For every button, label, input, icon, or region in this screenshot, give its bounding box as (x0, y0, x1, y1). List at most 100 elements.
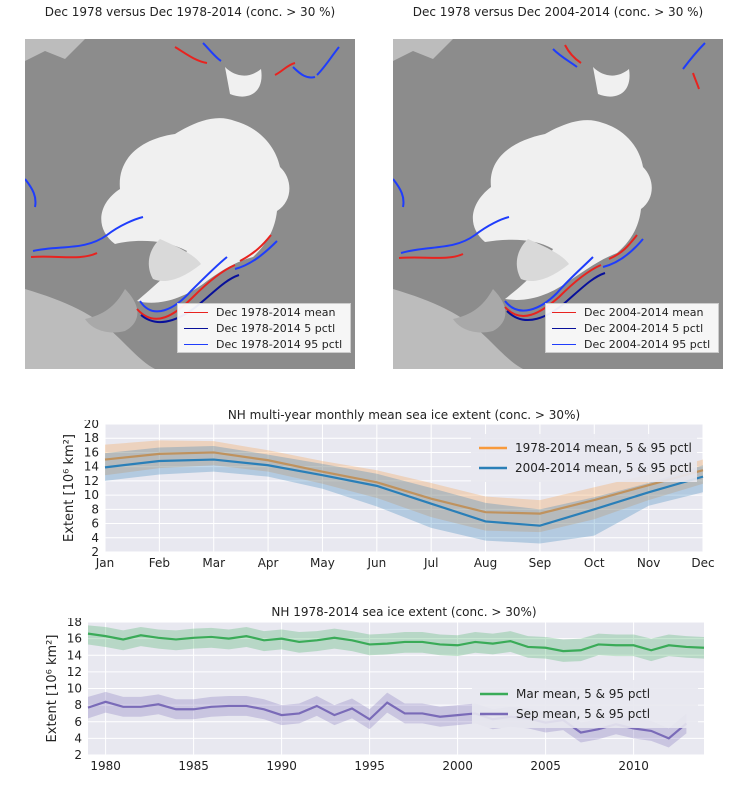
x-tick-label: Apr (258, 556, 279, 570)
ice-edge-contour (140, 274, 240, 324)
x-tick-label: May (310, 556, 335, 570)
legend-swatch-p95 (184, 343, 208, 345)
x-tick-label: Mar (202, 556, 225, 570)
y-axis-label: Extent [10⁶ km²] (62, 434, 77, 542)
atlantic-ocean (25, 289, 155, 369)
y-tick-label: 12 (84, 474, 99, 488)
map-legend-left: Dec 1978-2014 mean Dec 1978-2014 5 pctl … (177, 303, 351, 353)
ice-edge-contour (552, 48, 578, 68)
ice-edge-contour (316, 46, 340, 76)
legend-box (472, 680, 698, 728)
ice-edge-contour (136, 264, 236, 320)
map-legend-right: Dec 2004-2014 mean Dec 2004-2014 5 pctl … (545, 303, 719, 353)
x-tick-label: Oct (584, 556, 605, 570)
ice-edge-contour (274, 62, 296, 76)
x-tick-label: Dec (691, 556, 714, 570)
y-tick-label: 18 (84, 431, 99, 445)
legend-box (471, 434, 697, 482)
legend-label: Sep mean, 5 & 95 pctl (516, 707, 650, 721)
map-title-right: Dec 1978 versus Dec 2004-2014 (conc. > 3… (412, 5, 704, 19)
x-tick-label: 1995 (354, 759, 385, 773)
x-tick-label: Jan (95, 556, 115, 570)
legend-label: Dec 2004-2014 5 pctl (584, 321, 704, 335)
ice-edge-contour (564, 44, 582, 64)
legend-label: Dec 1978-2014 mean (216, 305, 336, 319)
x-tick-label: 1980 (90, 759, 121, 773)
x-tick-label: Sep (529, 556, 552, 570)
y-tick-label: 14 (67, 648, 82, 662)
y-tick-label: 18 (67, 618, 82, 629)
atlantic-ocean (393, 289, 523, 369)
legend-entry-p5: Dec 1978-2014 5 pctl (178, 320, 350, 336)
ice-edge-contour (602, 238, 644, 268)
series-line (104, 458, 704, 527)
iceland-region (85, 289, 138, 333)
y-tick-label: 16 (67, 632, 82, 646)
ice-edge-contour (292, 66, 316, 79)
series-line (104, 451, 704, 515)
ice-edge-contour (30, 252, 98, 259)
x-tick-label: 1990 (266, 759, 297, 773)
y-tick-label: 8 (91, 502, 99, 516)
y-tick-label: 10 (67, 682, 82, 696)
chart-yearly: 2 4 6 8 10 12 14 16 18 1980 1985 1990 1995 2000 2005 20… (45, 618, 705, 773)
ice-edge-contour (504, 256, 594, 312)
ice-edge-contour (506, 272, 606, 321)
x-tick-label: 1985 (178, 759, 209, 773)
y-tick-label: 4 (74, 731, 82, 745)
series-line (87, 632, 705, 653)
legend-entry-p95: Dec 2004-2014 95 pctl (546, 336, 718, 352)
x-tick-label: 2000 (442, 759, 473, 773)
y-tick-label: 2 (74, 748, 82, 762)
legend-label: 2004-2014 mean, 5 & 95 pctl (515, 461, 692, 475)
sea-ice (472, 120, 652, 300)
chart-title-monthly: NH multi-year monthly mean sea ice exten… (227, 408, 581, 422)
legend-swatch-p5 (552, 327, 576, 329)
ice-edge-contour (398, 253, 464, 259)
greenland-ice (516, 239, 569, 282)
ice-edge-contour (504, 264, 602, 317)
y-tick-label: 10 (84, 488, 99, 502)
sea-ice (225, 67, 262, 97)
ice-edge-contour (234, 240, 278, 270)
legend-swatch-p95 (552, 343, 576, 345)
y-axis-label: Extent [10⁶ km²] (45, 635, 60, 743)
legend-label: Dec 2004-2014 95 pctl (584, 337, 711, 351)
legend-entry-p95: Dec 1978-2014 95 pctl (178, 336, 350, 352)
x-tick-label: Aug (474, 556, 497, 570)
greenland-ice (148, 239, 201, 282)
legend-label: Dec 1978-2014 5 pctl (216, 321, 336, 335)
y-tick-label: 20 (84, 420, 99, 431)
y-tick-label: 8 (74, 698, 82, 712)
legend-entry-mean: Dec 2004-2014 mean (546, 304, 718, 320)
map-title-left: Dec 1978 versus Dec 1978-2014 (conc. > 3… (44, 5, 336, 19)
y-tick-label: 6 (74, 715, 82, 729)
ice-edge-contour (400, 216, 510, 254)
y-tick-label: 2 (91, 545, 99, 559)
legend-swatch-mean (552, 311, 576, 313)
y-tick-label: 12 (67, 665, 82, 679)
ice-edge-contour (139, 256, 228, 313)
pacific-ocean (25, 39, 85, 61)
y-tick-label: 14 (84, 460, 99, 474)
legend-label: Dec 2004-2014 mean (584, 305, 704, 319)
ice-edge-contour (239, 234, 272, 262)
x-tick-label: 2005 (530, 759, 561, 773)
ice-edge-contour (682, 42, 706, 70)
legend-entry-mean: Dec 1978-2014 mean (178, 304, 350, 320)
ice-edge-contour (174, 46, 208, 64)
sea-ice (593, 67, 630, 97)
ice-edge-contour (608, 234, 638, 260)
sea-ice (101, 118, 290, 303)
ice-edge-contour (32, 216, 144, 252)
y-tick-label: 4 (91, 531, 99, 545)
x-tick-label: Nov (637, 556, 660, 570)
iceland-region (453, 289, 506, 333)
y-tick-label: 16 (84, 445, 99, 459)
legend-entry-p5: Dec 2004-2014 5 pctl (546, 320, 718, 336)
legend-label: Dec 1978-2014 95 pctl (216, 337, 343, 351)
x-tick-label: 2010 (618, 759, 649, 773)
legend-label: Mar mean, 5 & 95 pctl (516, 687, 650, 701)
legend-swatch-p5 (184, 327, 208, 329)
x-tick-label: Jun (366, 556, 386, 570)
